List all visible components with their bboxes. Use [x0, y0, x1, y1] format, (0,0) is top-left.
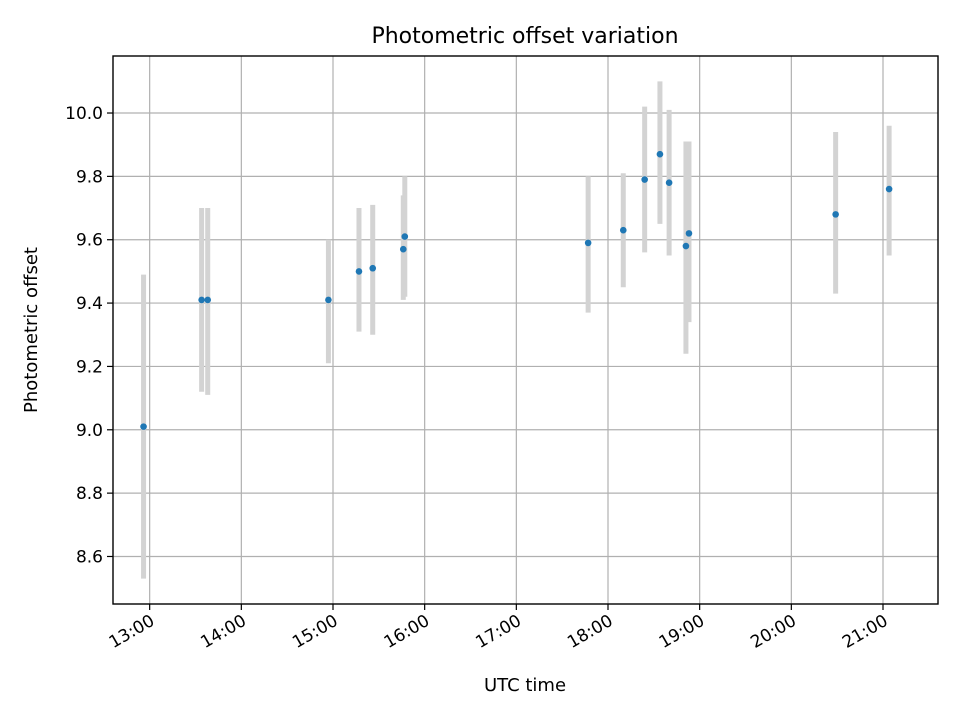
x-tick-label: 21:00	[839, 611, 891, 653]
data-point	[656, 150, 664, 158]
data-point	[641, 176, 648, 183]
data-point	[832, 211, 839, 218]
data-point	[140, 423, 147, 430]
data-point	[204, 296, 212, 304]
point-layer	[140, 150, 893, 430]
data-point	[399, 245, 407, 253]
x-tick-label: 14:00	[197, 611, 249, 653]
y-tick-label: 10.0	[65, 104, 103, 124]
x-tick-label: 20:00	[747, 611, 799, 653]
x-tick-label: 13:00	[106, 611, 158, 653]
x-tick-label: 16:00	[381, 611, 433, 653]
data-point	[885, 185, 893, 193]
data-point	[401, 233, 409, 240]
y-tick-label: 8.8	[76, 484, 103, 504]
y-axis-label: Photometric offset	[21, 247, 42, 413]
y-tick-label: 9.6	[76, 231, 103, 251]
data-point	[355, 268, 363, 275]
y-tick-label: 9.4	[76, 294, 103, 314]
data-point	[369, 264, 377, 272]
y-tick-label: 8.6	[76, 547, 103, 567]
y-tick-label: 9.2	[76, 357, 103, 377]
x-tick-label: 19:00	[656, 611, 708, 653]
data-point	[685, 230, 693, 237]
tick-layer: 13:00 14:00 15:00 16:00 17:00 18:00 19:00 20:00…	[65, 104, 891, 653]
plot-frame	[112, 55, 939, 605]
x-tick-label: 17:00	[472, 611, 524, 653]
y-tick-label: 9.0	[76, 421, 103, 441]
x-tick-label: 18:00	[564, 611, 616, 653]
y-tick-label: 9.8	[76, 167, 103, 187]
chart-title: Photometric offset variation	[371, 24, 678, 49]
data-point	[325, 296, 332, 304]
grid-layer	[113, 56, 938, 604]
data-point	[682, 242, 690, 250]
x-axis-label: UTC time	[484, 675, 566, 696]
data-point	[198, 296, 205, 304]
data-point	[619, 226, 627, 234]
x-tick-label: 15:00	[289, 611, 341, 653]
data-point	[584, 239, 592, 247]
data-point	[665, 179, 673, 187]
